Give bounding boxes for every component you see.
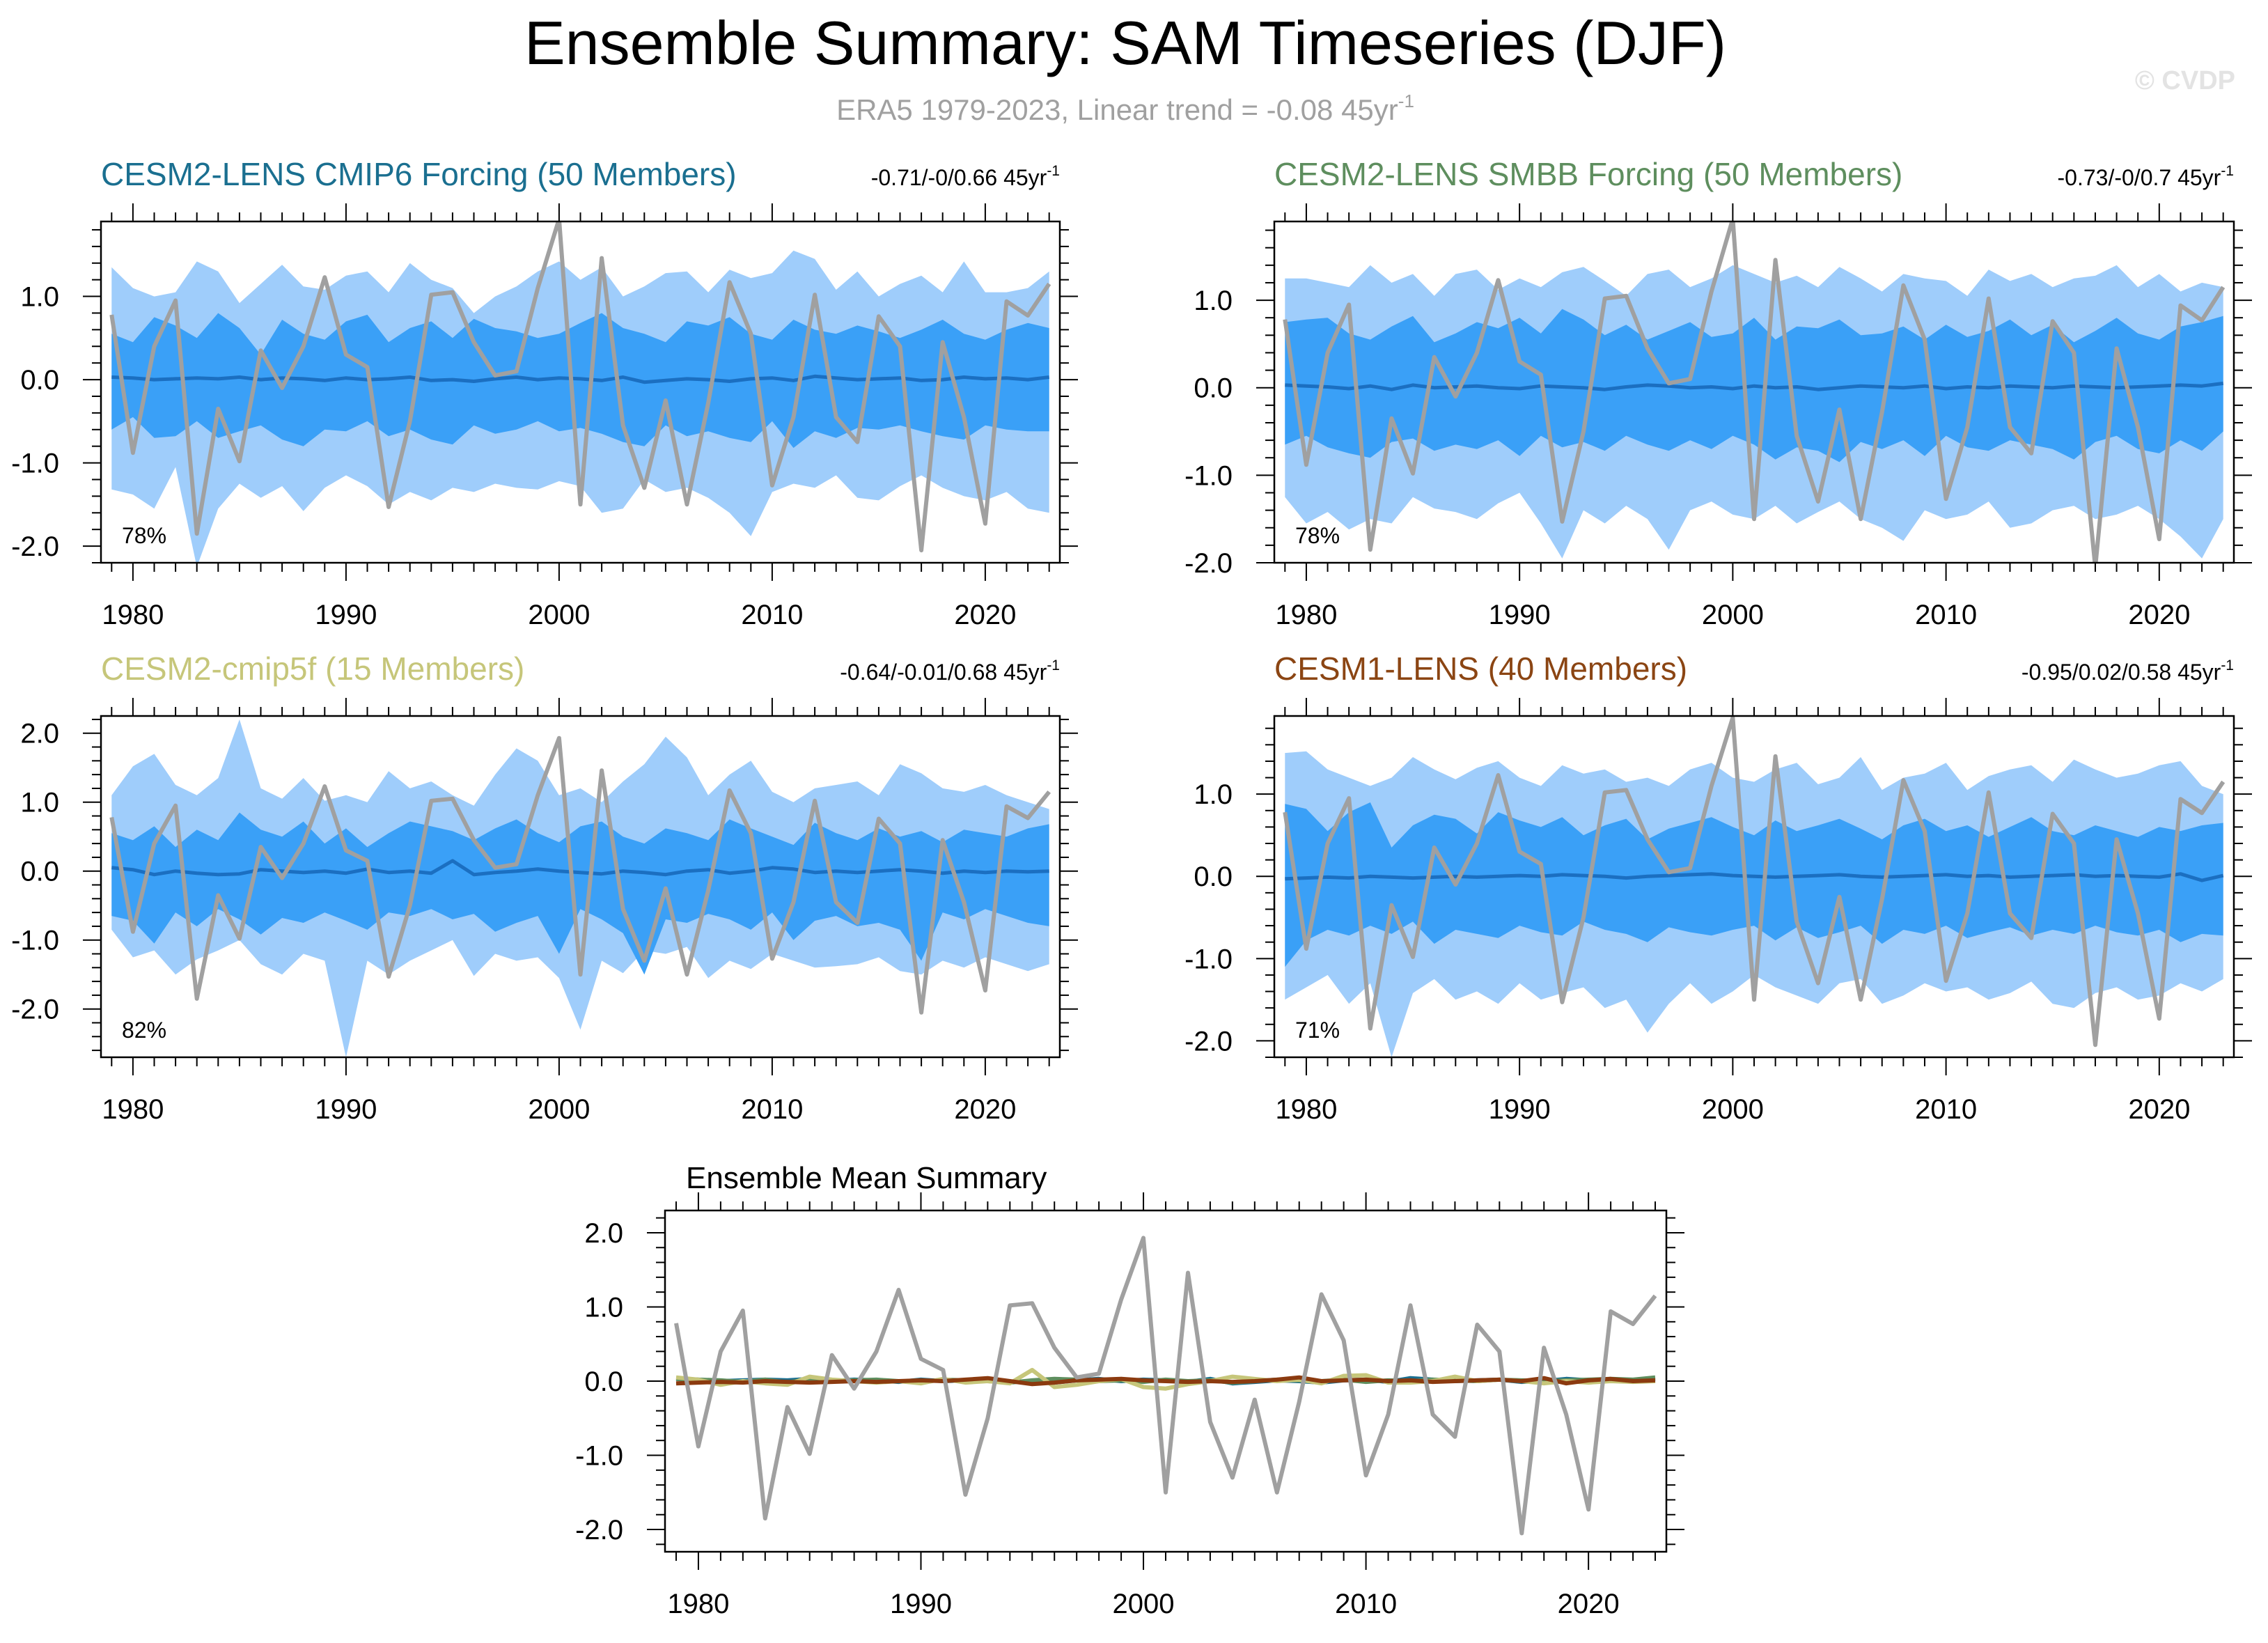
plot-area xyxy=(1283,221,2226,563)
ensemble-mean-line xyxy=(1285,381,2224,391)
y-tick-label: 0.0 xyxy=(20,857,59,887)
y-tick-label: 1.0 xyxy=(584,1292,623,1323)
trend-range-label: -0.71/-0/0.66 45yr-1 xyxy=(871,163,1060,190)
y-tick-label: -2.0 xyxy=(11,531,59,562)
obs-line-era5 xyxy=(109,735,1051,1015)
obs-line-era5 xyxy=(109,221,1051,553)
y-tick-label: -2.0 xyxy=(1184,548,1233,579)
figure-subtitle: ERA5 1979-2023, Linear trend = -0.08 45y… xyxy=(836,91,1414,126)
x-tick-label: 1990 xyxy=(315,1094,377,1125)
y-tick-label: 0.0 xyxy=(1194,373,1233,404)
trend-range-label: -0.73/-0/0.7 45yr-1 xyxy=(2058,163,2234,190)
y-tick-label: 1.0 xyxy=(20,282,59,313)
percent-label: 71% xyxy=(1295,1018,1340,1043)
y-tick-label: -1.0 xyxy=(11,926,59,956)
y-tick-label: 1.0 xyxy=(1194,286,1233,316)
x-tick-label: 1990 xyxy=(315,600,377,630)
x-tick-label: 2020 xyxy=(954,1094,1016,1125)
trend-range-text: -0.71/-0/0.66 45yr xyxy=(871,165,1047,190)
y-tick-label: -2.0 xyxy=(11,995,59,1025)
trend-range-superscript: -1 xyxy=(2221,163,2234,179)
panel-title: CESM2-cmip5f (15 Members) xyxy=(101,651,524,687)
watermark: © CVDP xyxy=(2135,66,2235,95)
trend-range-text: -0.95/0.02/0.58 45yr xyxy=(2021,660,2221,685)
x-tick-label: 1990 xyxy=(1489,1094,1551,1125)
x-tick-label: 2010 xyxy=(1915,600,1977,630)
x-tick-label: 2000 xyxy=(528,1094,590,1125)
y-tick-label: 2.0 xyxy=(20,719,59,749)
plot-area xyxy=(674,1236,1657,1536)
x-tick-label: 1980 xyxy=(102,600,164,630)
series-line-3 xyxy=(675,1375,1656,1387)
plot-area xyxy=(109,221,1051,563)
panels: 1980 1990 2000 2010 2020 -2.0 -1.0 0.0 1.0 CESM2-… xyxy=(11,156,2252,1619)
ensemble-mean-line xyxy=(111,859,1049,877)
percent-label: 78% xyxy=(1295,523,1340,548)
y-tick-label: 0.0 xyxy=(584,1366,623,1397)
subtitle-superscript: -1 xyxy=(1398,91,1414,111)
panel-cesm1: 1980 1990 2000 2010 2020 -2.0 -1.0 0.0 1.0 CESM1-… xyxy=(1184,651,2252,1125)
subtitle-text: ERA5 1979-2023, Linear trend = -0.08 45y… xyxy=(836,93,1398,126)
ensemble-mean-line xyxy=(111,374,1049,384)
panel-title: CESM1-LENS (40 Members) xyxy=(1274,651,1687,687)
obs-line-era5 xyxy=(1283,716,2226,1048)
plot-area xyxy=(1283,716,2226,1057)
percent-label: 82% xyxy=(122,1018,166,1043)
percent-label: 78% xyxy=(122,523,166,548)
y-tick-label: -2.0 xyxy=(575,1515,623,1545)
x-tick-label: 2020 xyxy=(2128,600,2190,630)
x-tick-label: 1980 xyxy=(667,1589,729,1619)
x-tick-label: 1990 xyxy=(1489,600,1551,630)
plot-area xyxy=(109,719,1051,1057)
trend-range-superscript: -1 xyxy=(2221,657,2234,673)
trend-range-label: -0.64/-0.01/0.68 45yr-1 xyxy=(840,657,1060,685)
x-tick-label: 2020 xyxy=(1558,1589,1620,1619)
x-tick-label: 2010 xyxy=(1915,1094,1977,1125)
panel-title: CESM2-LENS SMBB Forcing (50 Members) xyxy=(1274,156,1902,192)
x-tick-label: 2010 xyxy=(1335,1589,1397,1619)
panel-ensmean: 1980 1990 2000 2010 2020 -2.0 -1.0 0.0 1.0 2.0 Ens… xyxy=(575,1161,1684,1619)
trend-range-label: -0.95/0.02/0.58 45yr-1 xyxy=(2021,657,2234,685)
x-tick-label: 1990 xyxy=(890,1589,952,1619)
x-tick-label: 2000 xyxy=(1113,1589,1175,1619)
panel-smbb: 1980 1990 2000 2010 2020 -2.0 -1.0 0.0 1.0 CESM2-… xyxy=(1184,156,2252,630)
trend-range-superscript: -1 xyxy=(1047,657,1060,673)
panel-cmip5f: 1980 1990 2000 2010 2020 -2.0 -1.0 0.0 1.0 2.0 CES… xyxy=(11,651,1078,1125)
obs-line-era5 xyxy=(1283,221,2226,563)
y-tick-label: 2.0 xyxy=(584,1218,623,1249)
x-tick-label: 2010 xyxy=(741,600,803,630)
x-tick-label: 2000 xyxy=(1702,600,1764,630)
ensemble-mean-line xyxy=(1285,872,2224,882)
trend-range-text: -0.64/-0.01/0.68 45yr xyxy=(840,660,1047,685)
y-tick-label: -1.0 xyxy=(575,1441,623,1472)
obs-line-era5 xyxy=(674,1236,1657,1536)
panel-title: CESM2-LENS CMIP6 Forcing (50 Members) xyxy=(101,156,737,192)
trend-range-text: -0.73/-0/0.7 45yr xyxy=(2058,165,2221,190)
figure-title: Ensemble Summary: SAM Timeseries (DJF) xyxy=(524,8,1726,77)
x-tick-label: 2000 xyxy=(528,600,590,630)
y-tick-label: -1.0 xyxy=(11,449,59,479)
x-tick-label: 1980 xyxy=(1275,1094,1337,1125)
x-tick-label: 2020 xyxy=(2128,1094,2190,1125)
panel-cmip6: 1980 1990 2000 2010 2020 -2.0 -1.0 0.0 1.0 CESM2-… xyxy=(11,156,1078,630)
panel-title: Ensemble Mean Summary xyxy=(686,1161,1047,1195)
y-tick-label: 0.0 xyxy=(20,365,59,396)
y-tick-label: 1.0 xyxy=(20,788,59,818)
x-tick-label: 1980 xyxy=(102,1094,164,1125)
x-tick-label: 2000 xyxy=(1702,1094,1764,1125)
x-tick-label: 2020 xyxy=(954,600,1016,630)
y-tick-label: -2.0 xyxy=(1184,1026,1233,1057)
y-tick-label: -1.0 xyxy=(1184,460,1233,491)
trend-range-superscript: -1 xyxy=(1047,163,1060,179)
inner-spread-band xyxy=(1285,802,2223,967)
x-tick-label: 1980 xyxy=(1275,600,1337,630)
x-tick-label: 2010 xyxy=(741,1094,803,1125)
inner-spread-band xyxy=(111,812,1049,975)
y-tick-label: -1.0 xyxy=(1184,944,1233,974)
y-tick-label: 1.0 xyxy=(1194,779,1233,810)
y-tick-label: 0.0 xyxy=(1194,862,1233,892)
